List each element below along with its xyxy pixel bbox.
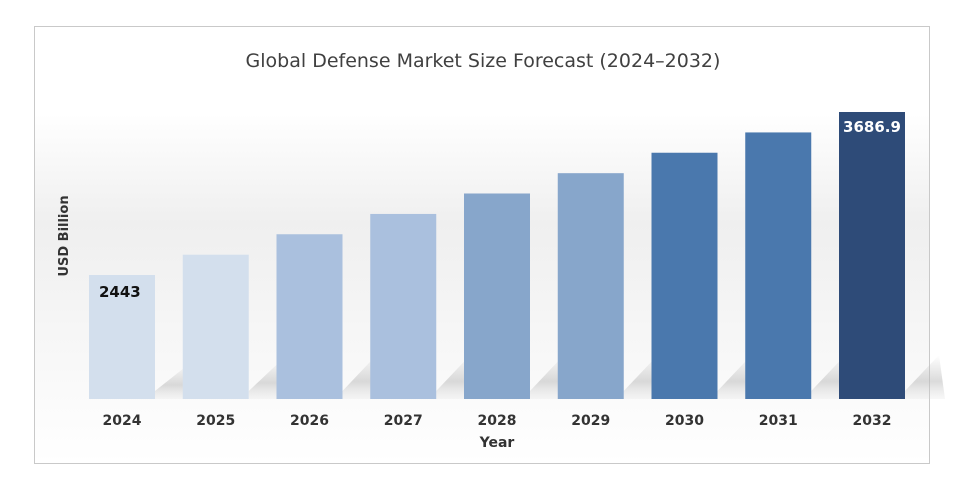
x-tick-label: 2029 — [571, 413, 610, 429]
y-axis-title: USD Billion — [57, 195, 72, 276]
bar-2028 — [464, 193, 530, 399]
x-tick-label: 2030 — [665, 413, 704, 429]
x-tick-label: 2026 — [290, 413, 329, 429]
x-tick-labels: 2024 2025 2026 2027 2028 2029 2030 2031 2032 — [103, 413, 892, 429]
bar-2024 — [89, 275, 155, 399]
data-label: 2443 — [99, 283, 141, 301]
x-tick-label: 2027 — [384, 413, 423, 429]
data-labels: 2443 3686.9 — [99, 118, 901, 301]
chart-title: Global Defense Market Size Forecast (202… — [246, 50, 721, 72]
bar-shadow — [905, 355, 945, 399]
bar-2029 — [557, 173, 624, 399]
x-axis-title: Year — [479, 435, 515, 451]
bar-2025 — [182, 254, 249, 399]
x-tick-label: 2028 — [478, 413, 517, 429]
bar-2030 — [651, 152, 718, 399]
bar-2026 — [276, 234, 343, 399]
bar-2027 — [370, 213, 437, 399]
bars — [89, 112, 905, 399]
data-label: 3686.9 — [843, 118, 901, 136]
bar-2032 — [839, 112, 905, 399]
x-tick-label: 2025 — [196, 413, 235, 429]
x-tick-label: 2031 — [759, 413, 798, 429]
x-tick-label: 2032 — [853, 413, 892, 429]
bar-shadows — [155, 355, 945, 399]
bar-2031 — [745, 132, 812, 399]
x-tick-label: 2024 — [103, 413, 142, 429]
